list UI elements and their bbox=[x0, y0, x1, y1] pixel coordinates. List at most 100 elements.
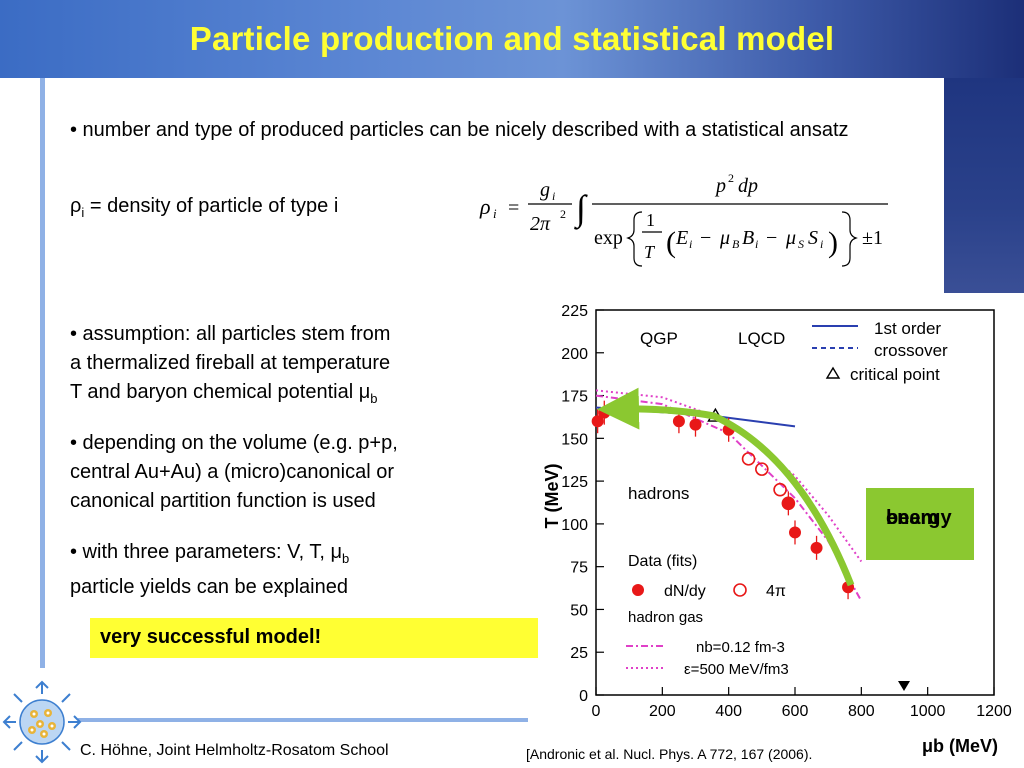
formula-rho-sub: i bbox=[493, 206, 497, 221]
parameters-line-1: • with three parameters: V, T, μb bbox=[70, 538, 349, 573]
school-logo bbox=[2, 680, 82, 764]
y-tick-label: 75 bbox=[570, 560, 588, 577]
formula-E: E bbox=[675, 227, 688, 249]
formula-g-sub: i bbox=[552, 189, 555, 203]
dndy-point bbox=[672, 415, 685, 428]
dndy-point bbox=[810, 541, 823, 554]
footer-author: C. Höhne, Joint Helmholtz-Rosatom School bbox=[80, 742, 389, 759]
formula-muB-sub: B bbox=[732, 237, 740, 251]
formula-g: g bbox=[540, 179, 550, 201]
y-tick-label: 200 bbox=[561, 346, 588, 363]
formula-pm-one: ±1 bbox=[862, 227, 883, 249]
x-tick-label: 1200 bbox=[976, 703, 1012, 720]
x-tick-label: 400 bbox=[715, 703, 742, 720]
formula-rho: ρ bbox=[479, 194, 491, 219]
formula-one: 1 bbox=[646, 210, 655, 230]
right-brace bbox=[841, 211, 858, 267]
four-pi-point bbox=[781, 496, 796, 511]
formula-p-sup: 2 bbox=[728, 171, 734, 185]
formula-exp: exp bbox=[594, 227, 623, 249]
bullet-assumption: • assumption: all particles stem from a … bbox=[70, 320, 390, 413]
x-tick-label: 800 bbox=[848, 703, 875, 720]
four-pi-point bbox=[773, 482, 787, 497]
x-tick-label: 600 bbox=[782, 703, 809, 720]
formula-2pi-sup: 2 bbox=[560, 207, 566, 221]
assumption-line-1: • assumption: all particles stem from bbox=[70, 323, 391, 345]
formula-close-paren: ) bbox=[828, 226, 838, 259]
y-tick-label: 150 bbox=[561, 431, 588, 448]
rho-subscript: i bbox=[81, 205, 85, 220]
title-bar bbox=[0, 0, 1024, 78]
y-tick-label: 125 bbox=[561, 474, 588, 491]
y-tick-label: 0 bbox=[579, 688, 588, 705]
legend-4pi-marker bbox=[733, 583, 747, 597]
x-axis-label: μb (MeV) bbox=[922, 736, 998, 756]
formula-B: B bbox=[742, 227, 754, 249]
formula-2pi: 2π bbox=[530, 213, 551, 235]
four-pi-point bbox=[755, 462, 769, 476]
rho-definition: ρi = density of particle of type i bbox=[70, 192, 338, 227]
region-label-hadrons: hadrons bbox=[628, 484, 689, 503]
legend-data-fits: Data (fits) bbox=[628, 553, 697, 570]
legend-4pi: 4π bbox=[766, 583, 786, 600]
legend-dndy-marker bbox=[632, 584, 644, 596]
x-tick-label: 1000 bbox=[910, 703, 946, 720]
beam-line-1: beam bbox=[886, 507, 939, 529]
region-label-lqcd: LQCD bbox=[738, 329, 785, 348]
assumption-line-3-text: T and baryon chemical potential bbox=[70, 381, 359, 403]
legend-critical-point-marker bbox=[825, 366, 841, 379]
formula-S: S bbox=[808, 227, 818, 249]
formula-equals: = bbox=[508, 197, 519, 219]
y-tick-label: 175 bbox=[561, 389, 588, 406]
bullet-partition-function: • depending on the volume (e.g. p+p, cen… bbox=[70, 429, 398, 516]
left-border-line bbox=[40, 78, 45, 668]
formula-muS-sub: S bbox=[798, 237, 804, 251]
mu-symbol-2: μ bbox=[330, 541, 342, 563]
y-tick-label: 100 bbox=[561, 517, 588, 534]
dndy-point bbox=[782, 497, 795, 510]
y-tick-label: 25 bbox=[570, 645, 588, 662]
legend-critical-point: critical point bbox=[850, 365, 940, 384]
legend-eps: ε=500 MeV/fm3 bbox=[684, 661, 789, 678]
region-label-qgp: QGP bbox=[640, 329, 678, 348]
formula-muS: μ bbox=[785, 227, 796, 249]
formula-p: p bbox=[714, 175, 726, 197]
highlight-text: very successful model! bbox=[100, 626, 322, 648]
rho-symbol: ρ bbox=[70, 195, 82, 217]
mu-subscript-2: b bbox=[342, 551, 350, 566]
formula-B-sub: i bbox=[755, 237, 758, 251]
slide-title: Particle production and statistical mode… bbox=[189, 20, 835, 57]
formula-dp: dp bbox=[738, 175, 758, 197]
bottom-border-line bbox=[78, 718, 528, 722]
parameters-line-1-text: • with three parameters: V, T, bbox=[70, 541, 331, 563]
legend-crossover: crossover bbox=[874, 341, 948, 360]
density-formula: ρ i = g i 2π 2 ∫ p 2 dp exp 1 T ( E i − … bbox=[479, 171, 888, 267]
formula-minus-2: − bbox=[766, 227, 777, 249]
formula-open-paren: ( bbox=[666, 226, 676, 259]
y-tick-label: 50 bbox=[570, 602, 588, 619]
y-tick-label: 225 bbox=[561, 303, 588, 320]
bullet-three-parameters: • with three parameters: V, T, μb partic… bbox=[70, 538, 349, 602]
formula-integral: ∫ bbox=[574, 188, 588, 230]
nb-curve bbox=[595, 394, 863, 602]
mu-symbol: μ bbox=[358, 381, 371, 403]
x-axis-marker bbox=[898, 681, 910, 691]
partition-line-2: central Au+Au) a (micro)canonical or bbox=[70, 461, 395, 483]
region-label-hadron-gas: hadron gas bbox=[628, 609, 703, 626]
partition-line-1: • depending on the volume (e.g. p+p, bbox=[70, 432, 398, 454]
decorative-side-bar bbox=[944, 78, 1024, 293]
legend-dndy: dN/dy bbox=[664, 583, 706, 600]
bullet-text: • number and type of produced particles … bbox=[70, 119, 849, 141]
formula-E-sub: i bbox=[689, 237, 692, 251]
beam-energy-label: beam energy bbox=[866, 488, 974, 560]
beam-energy-arrow bbox=[597, 387, 855, 587]
y-axis-label: T (MeV) bbox=[542, 463, 562, 528]
assumption-line-3: T and baryon chemical potential μb bbox=[70, 378, 390, 413]
dndy-point bbox=[789, 526, 801, 539]
left-brace bbox=[626, 211, 643, 267]
x-tick-label: 200 bbox=[649, 703, 676, 720]
legend-first-order: 1st order bbox=[874, 319, 941, 338]
dndy-point bbox=[598, 406, 611, 419]
parameters-line-2: particle yields can be explained bbox=[70, 576, 348, 598]
mu-subscript: b bbox=[370, 391, 378, 406]
